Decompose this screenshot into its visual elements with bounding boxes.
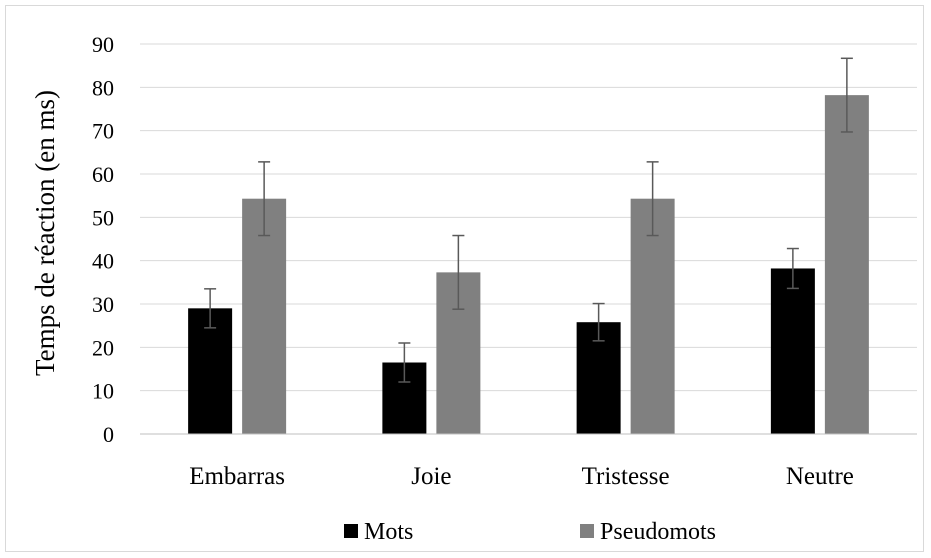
x-axis-tick-labels: Embarras Joie Tristesse Neutre [189,463,854,490]
legend-swatch [580,524,594,538]
bars [188,95,869,434]
legend-label: Mots [364,519,413,545]
legend-swatch [344,524,358,538]
y-tick-label: 10 [92,379,114,404]
x-tick-label: Tristesse [582,463,670,490]
error-bar [398,342,411,383]
x-tick-label: Joie [411,463,451,490]
error-bar [258,161,271,237]
y-tick-label: 40 [92,249,114,274]
y-tick-label: 30 [92,292,114,317]
error-bar [592,302,605,342]
bar-mots-neutre [770,268,815,434]
y-tick-label: 70 [92,119,114,144]
error-bar [452,234,465,310]
y-tick-label: 60 [92,162,114,187]
y-axis-tick-labels: 0 10 20 30 40 50 60 70 80 90 [92,32,114,447]
y-tick-label: 50 [92,205,114,230]
y-tick-label: 90 [92,32,114,57]
legend-label: Pseudomots [600,519,716,545]
bar-pseudomots-embarras [242,198,287,434]
error-bars [204,57,853,383]
y-axis-label: Temps de réaction (en ms) [30,90,60,376]
bar-mots-embarras [188,308,233,434]
y-tick-label: 20 [92,335,114,360]
error-bar [786,247,799,290]
x-tick-label: Embarras [189,463,285,490]
x-tick-label: Neutre [786,463,854,490]
legend: Mots Pseudomots [344,519,716,545]
error-bar [204,288,217,329]
y-tick-label: 80 [92,75,114,100]
bar-pseudomots-tristesse [630,198,675,434]
chart-frame: 0 10 20 30 40 50 60 70 80 90 Embarras Joie Tristess… [5,5,924,552]
error-bar [646,161,659,237]
legend-item: Pseudomots [580,519,716,545]
bar-chart: 0 10 20 30 40 50 60 70 80 90 Embarras Joie Tristess… [30,32,917,545]
legend-item: Mots [344,519,413,545]
bar-pseudomots-neutre [824,95,869,434]
y-tick-label: 0 [103,422,114,447]
error-bar [840,57,853,133]
